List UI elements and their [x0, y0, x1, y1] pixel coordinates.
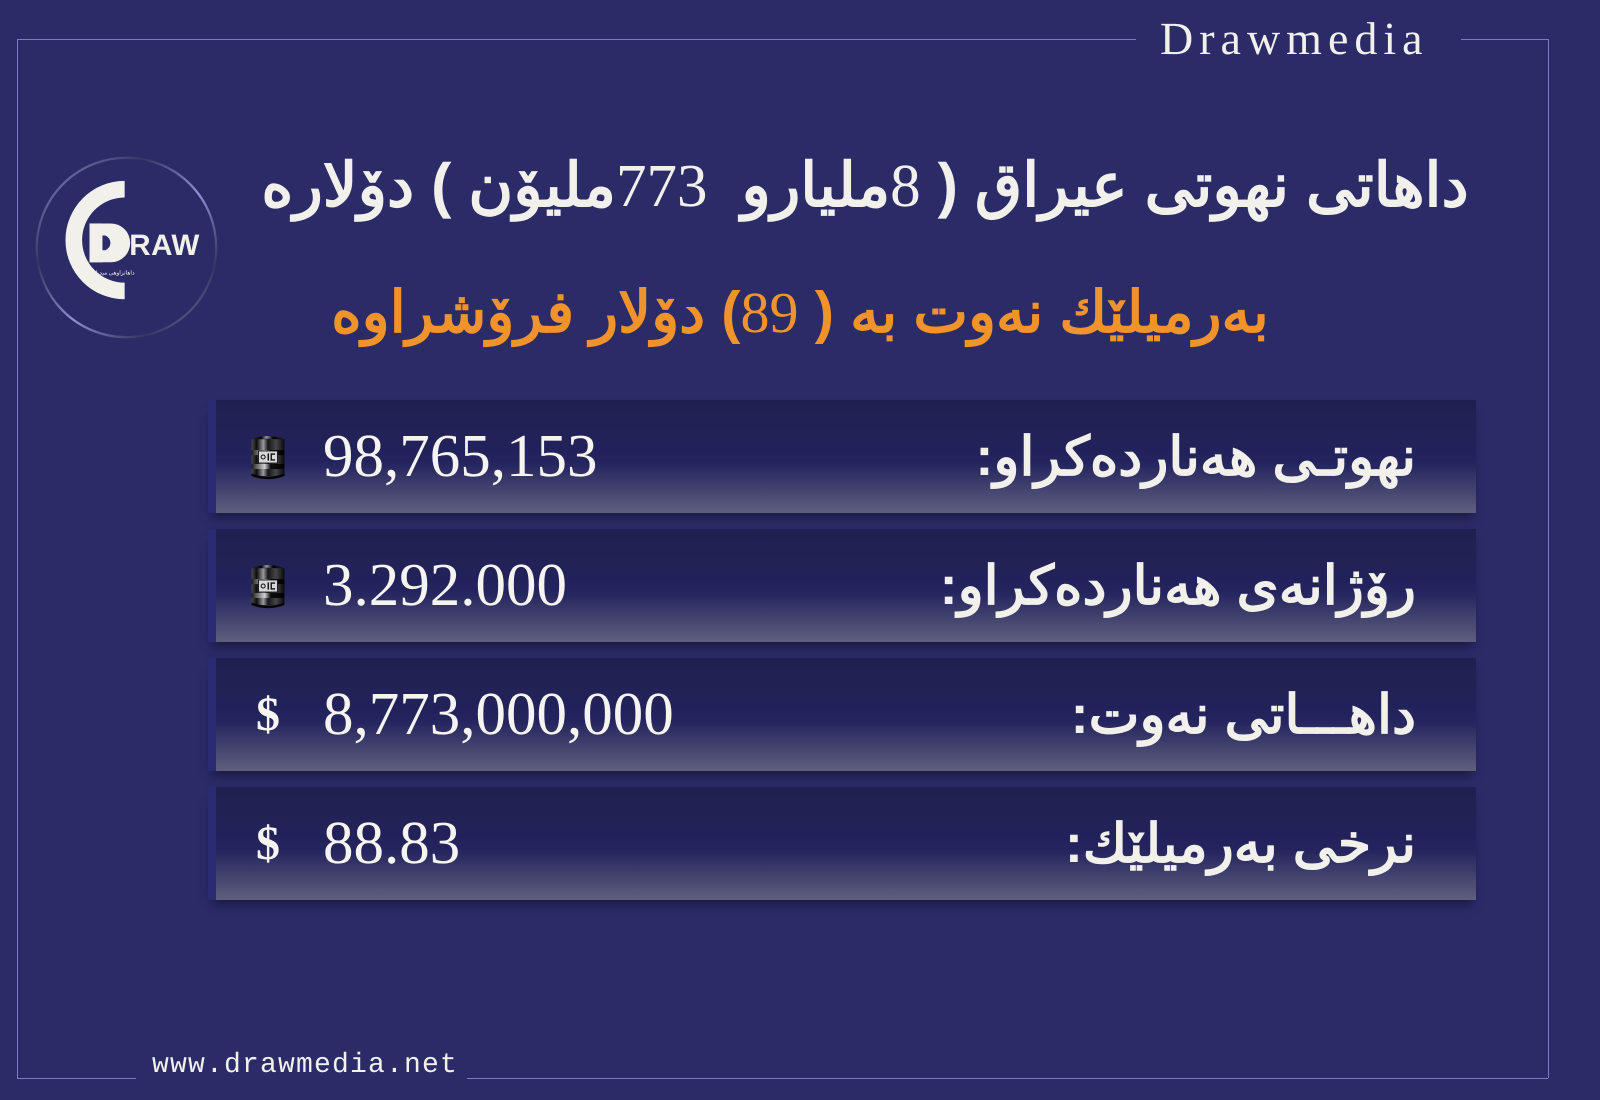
svg-text:داهاتزاوهی میدیایی دراو: داهاتزاوهی میدیایی دراو	[77, 270, 134, 276]
svg-text:RAW: RAW	[129, 228, 200, 261]
